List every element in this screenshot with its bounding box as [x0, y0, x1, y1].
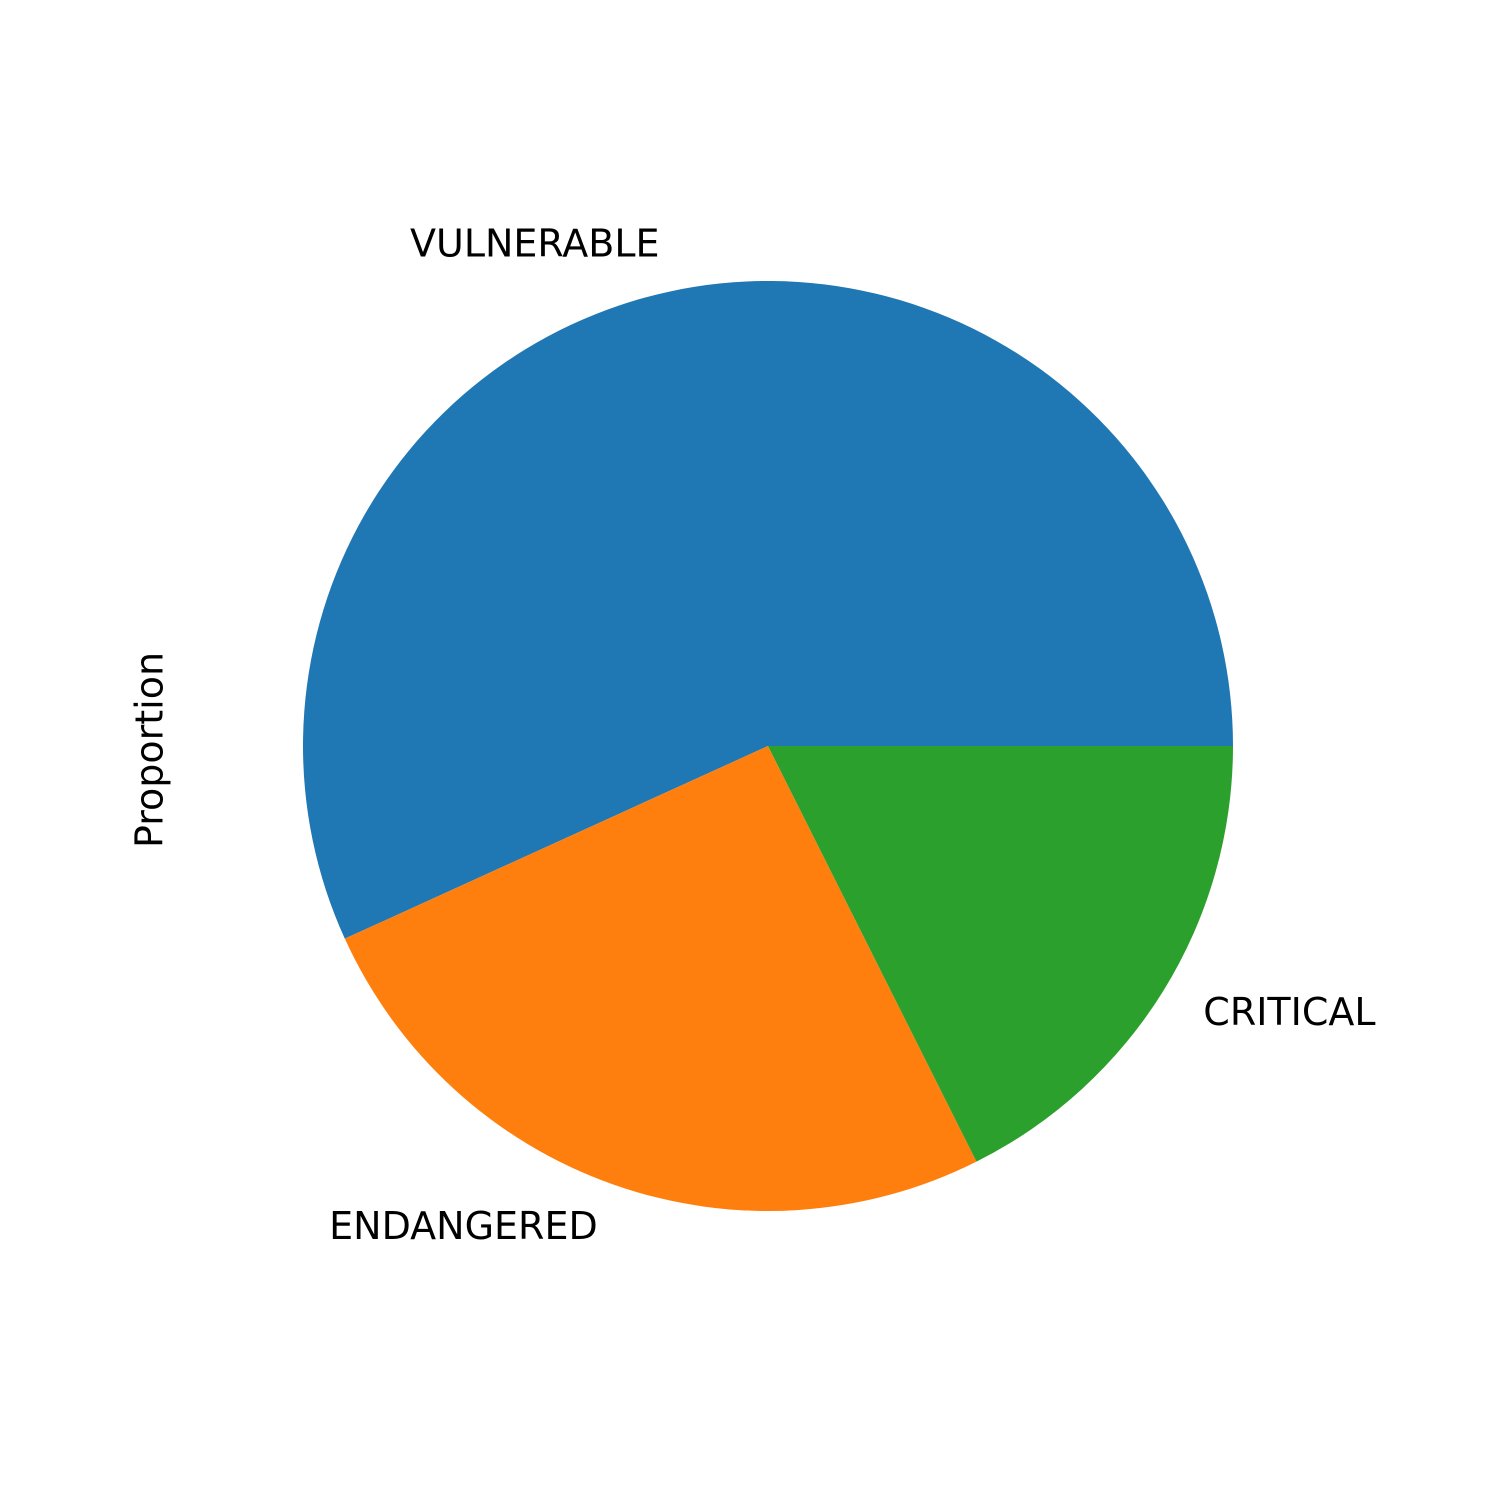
y-axis-label: Proportion	[128, 652, 172, 848]
pie-slice-vulnerable	[303, 281, 1233, 939]
pie-slices	[303, 281, 1233, 1211]
pie-slice-critical	[768, 746, 1233, 1162]
pie-slice-endangered	[344, 746, 977, 1211]
pie-label-endangered: ENDANGERED	[329, 1204, 598, 1248]
pie-label-critical: CRITICAL	[1203, 990, 1375, 1034]
pie-label-vulnerable: VULNERABLE	[410, 222, 660, 266]
pie-labels: VULNERABLE ENDANGERED CRITICAL	[329, 222, 1375, 1248]
